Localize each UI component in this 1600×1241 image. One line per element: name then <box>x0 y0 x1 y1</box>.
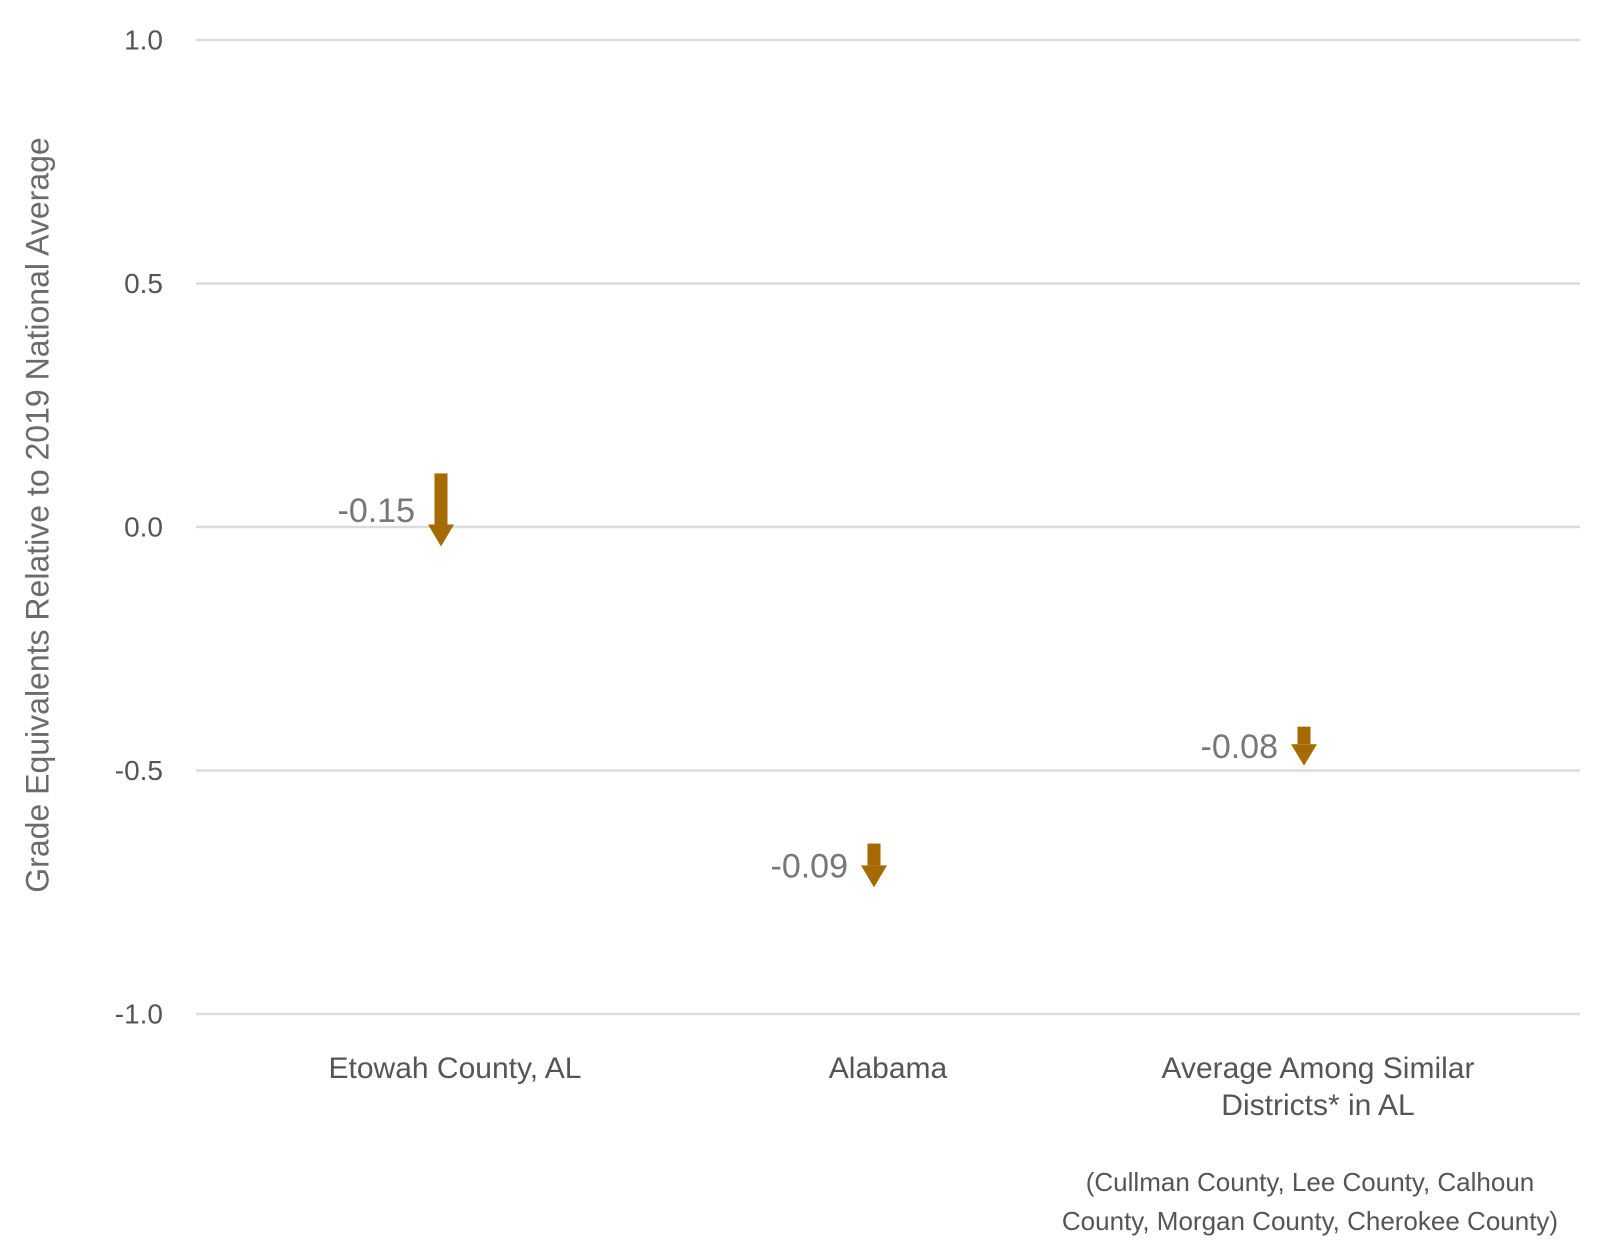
y-tick-label-3: -0.5 <box>115 755 163 786</box>
y-tick-label-2: 0.0 <box>124 512 163 543</box>
category-label-2-line-2: Districts* in AL <box>1221 1089 1414 1122</box>
arrow-head-1 <box>861 865 887 888</box>
change-label-0: -0.15 <box>338 492 416 530</box>
y-tick-label-0: 1.0 <box>124 25 163 56</box>
footnote-line-2: County, Morgan County, Cherokee County) <box>1061 1206 1559 1236</box>
category-label-0-line-1: Etowah County, AL <box>329 1052 582 1085</box>
category-label-1-line-1: Alabama <box>829 1052 948 1085</box>
y-axis-label: Grade Equivalents Relative to 2019 Natio… <box>19 137 56 893</box>
arrow-shaft-2 <box>1297 726 1311 745</box>
y-tick-label-1: 0.5 <box>124 268 163 299</box>
category-label-2-line-1: Average Among Similar <box>1162 1052 1475 1085</box>
arrow-head-2 <box>1291 744 1317 766</box>
change-label-1: -0.09 <box>771 847 849 885</box>
footnote-line-1: (Cullman County, Lee County, Calhoun <box>1085 1167 1535 1197</box>
footnote: (Cullman County, Lee County, Calhoun Cou… <box>1030 1163 1590 1241</box>
arrow-shaft-0 <box>434 473 448 525</box>
arrow-head-0 <box>428 524 454 547</box>
arrow-shaft-1 <box>867 843 881 866</box>
change-label-2: -0.08 <box>1201 728 1279 766</box>
y-tick-label-4: -1.0 <box>115 999 163 1030</box>
